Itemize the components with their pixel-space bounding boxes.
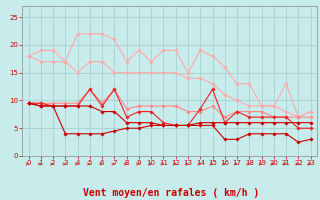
Text: Vent moyen/en rafales ( km/h ): Vent moyen/en rafales ( km/h ) bbox=[83, 188, 259, 198]
